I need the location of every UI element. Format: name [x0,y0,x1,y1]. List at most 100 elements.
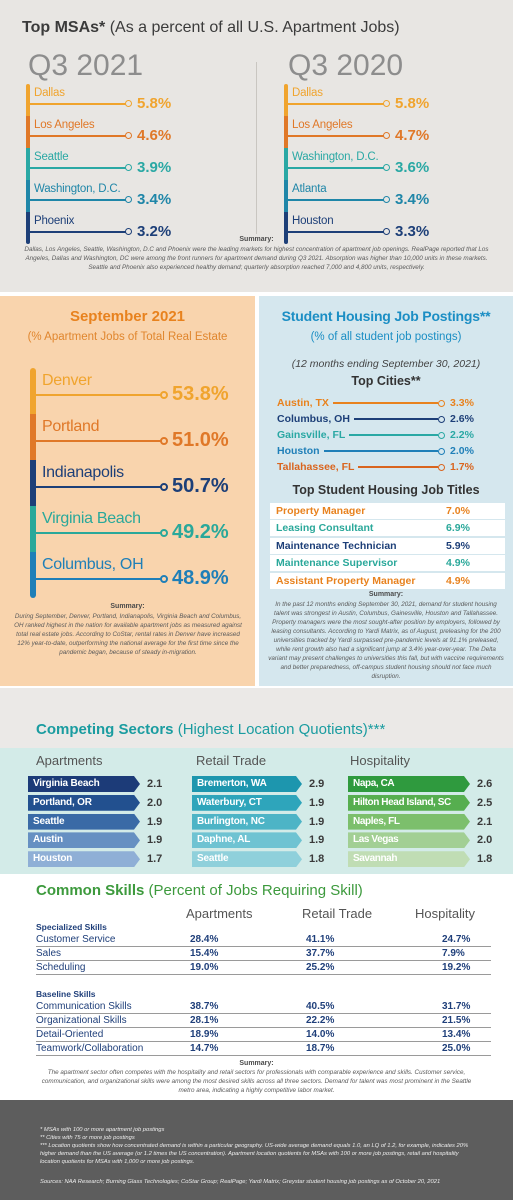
skill-percent: 14.0% [306,1029,335,1040]
leader-line [358,466,438,468]
sector-heading: Apartments [36,753,103,768]
leader-line [353,418,438,420]
leader-line [349,434,438,436]
panel-subtitle: (% of all student job postings) [310,331,462,343]
leader-line [26,103,126,105]
leader-dot [438,399,445,407]
city-row: Gainsville, FL 2.2% [277,427,482,443]
common-skills-section: Common Skills (Percent of Jobs Requiring… [0,874,513,1100]
location-quotient-bar: Bremerton, WA [192,776,302,792]
ranked-row: Seattle 3.9% [26,148,236,180]
market-percent: 53.8% [172,383,229,405]
panel-title: September 2021 [69,308,186,325]
top-cities-list: Austin, TX 3.3% Columbus, OH 2.6% Gainsville… [277,395,482,475]
location-quotient-bar: Virginia Beach [28,776,140,792]
ranked-row: Washington, D.C. 3.6% [284,148,494,180]
location-quotient-value: 1.9 [147,834,163,847]
leader-line [284,103,384,105]
rank-bar-segment [284,148,288,180]
section-title: Top MSAs* (As a percent of all U.S. Apar… [22,19,400,37]
market-percent: 3.2% [137,223,172,240]
location-quotient-bar: Burlington, NC [192,814,302,830]
leader-dot [438,447,445,455]
skill-row: Communication Skills 38.7% 40.5% 31.7% [36,1000,491,1014]
skill-name: Detail-Oriented [36,1029,104,1040]
location-quotient-band: Apartments Virginia Beach 2.1 Portland, OR 2… [0,748,513,874]
leader-line [30,578,162,580]
sector-column-header: Apartments [186,906,253,921]
location-quotient-value: 2.9 [309,778,325,790]
job-title: Property Manager [276,505,366,517]
skill-percent: 15.4% [190,948,219,959]
section-title-rest: (Percent of Jobs Requiring Skill) [144,882,363,899]
city-row: Columbus, OH 2.6% [277,411,482,427]
skill-percent: 18.7% [306,1043,335,1054]
msa-ranking-current: Dallas 5.8% Los Angeles 4.6% Seattle 3.9% Wash… [26,84,236,244]
footnote: * MSAs with 100 or more apartment job po… [40,1127,165,1133]
market-percent: 5.8% [395,95,430,112]
footnotes-section: * MSAs with 100 or more apartment job po… [0,1100,513,1200]
summary-label: Summary: [239,236,274,243]
city-percent: 2.2% [450,429,474,441]
section-title-rest: (Highest Location Quotients)*** [173,721,386,738]
location-quotient-value: 2.1 [477,815,493,828]
market-name: Seattle [33,815,65,827]
market-percent: 51.0% [172,429,229,451]
job-title-row: Maintenance Supervisor 4.9% [270,555,505,572]
section-title-bold: Common Skills [36,882,145,899]
location-quotient-value: 1.9 [147,815,163,828]
ranked-row: Portland 51.0% [30,414,252,460]
ranked-row: Columbus, OH 48.9% [30,552,252,598]
job-title-percent: 5.9% [446,539,470,552]
leader-line [284,135,384,137]
rank-bar-segment [284,180,288,212]
ranked-row: Indianapolis 50.7% [30,460,252,506]
market-percent: 3.4% [395,191,430,208]
city-name: Columbus, OH [277,413,350,425]
market-percent: 3.6% [395,159,430,176]
market-percent: 3.3% [395,223,430,240]
market-percent: 4.6% [137,127,172,144]
city-name: Austin, TX [277,397,329,409]
market-name: Virginia Beach [33,778,100,789]
location-quotient-bar: Portland, OR [28,795,140,811]
leader-line [26,135,126,137]
ranked-row: Atlanta 3.4% [284,180,494,212]
market-name: Seattle [34,151,69,163]
location-quotient-value: 2.5 [477,796,493,809]
sector-heading: Retail Trade [196,753,267,768]
panel-title: Student Housing Job Postings** [281,308,491,324]
skill-name: Organizational Skills [36,1015,127,1026]
location-quotient-value: 1.7 [147,853,163,866]
city-row: Houston 2.0% [277,443,482,459]
summary-text: In the past 12 months ending September 3… [268,601,504,680]
section-title-rest: (As a percent of all U.S. Apartment Jobs… [105,19,400,36]
sector-column-header: Hospitality [415,906,475,921]
location-quotient-value: 2.1 [147,778,163,790]
location-quotient-bar: Naples, FL [348,814,470,830]
market-name: Atlanta [292,183,327,195]
rank-bar-segment [284,84,288,116]
market-name: Las Vegas [353,834,399,846]
panel-subtitle: (% Apartment Jobs of Total Real Estate [27,331,228,343]
location-quotient-bar: Seattle [192,851,302,867]
job-title: Maintenance Technician [276,539,397,552]
skill-percent: 21.5% [442,1015,471,1026]
rank-bar-segment [30,552,36,598]
leader-dot [160,529,168,537]
leader-dot [160,391,168,399]
footnote: ** Cities with 75 or more job postings [40,1135,135,1141]
location-quotient-bar: Houston [28,851,140,867]
market-name: Los Angeles [34,119,95,131]
market-name: Columbus, OH [42,556,144,573]
job-title-row: Leasing Consultant 6.9% [270,520,505,537]
job-titles-table: Property Manager 7.0% Leasing Consultant 6.… [270,503,505,590]
market-name: Portland [42,418,100,435]
skill-group: Specialized Skills Customer Service 28.4% 4… [36,922,491,975]
skill-percent: 38.7% [190,1001,219,1012]
skill-name: Customer Service [36,934,116,945]
skill-row: Detail-Oriented 18.9% 14.0% 13.4% [36,1028,491,1042]
market-name: Dallas [292,87,323,99]
market-name: Washington, D.C. [292,151,379,163]
footnote-list: * MSAs with 100 or more apartment job po… [40,1126,480,1166]
